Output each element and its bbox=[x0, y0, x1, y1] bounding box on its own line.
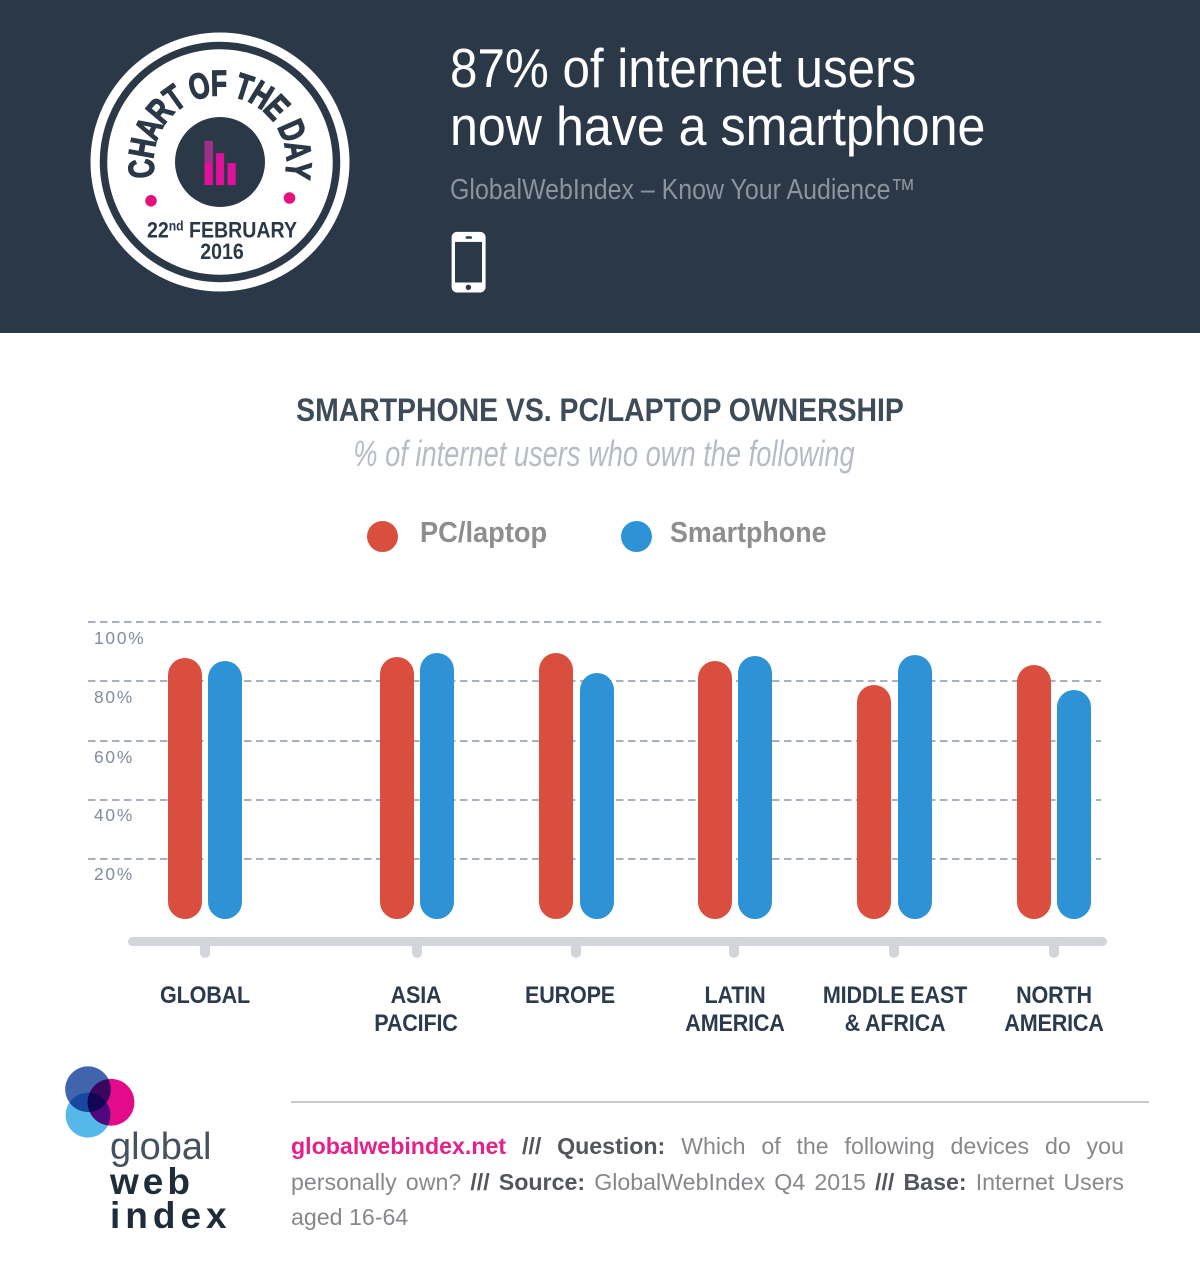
svg-text:index: index bbox=[110, 1195, 232, 1236]
svg-text:2016: 2016 bbox=[200, 240, 244, 265]
svg-text:global: global bbox=[110, 1126, 211, 1168]
svg-text:Y: Y bbox=[277, 159, 320, 181]
svg-text:22nd FEBRUARY: 22nd FEBRUARY bbox=[147, 218, 297, 243]
svg-text:C: C bbox=[120, 157, 162, 180]
svg-text:F: F bbox=[211, 62, 228, 103]
svg-text:web: web bbox=[109, 1161, 194, 1202]
